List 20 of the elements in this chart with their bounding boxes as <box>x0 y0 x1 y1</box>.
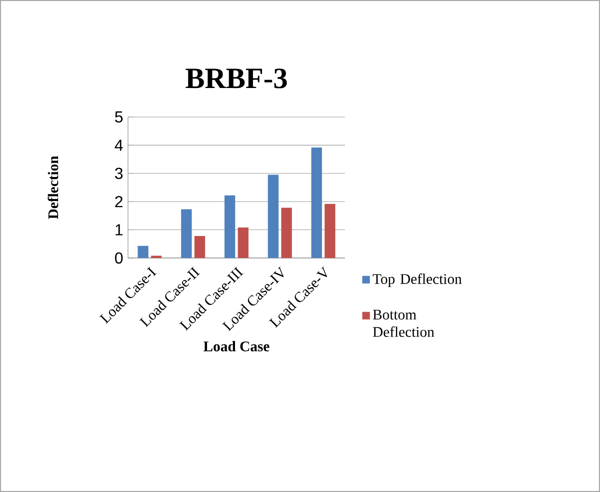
y-tick-label: 0 <box>115 252 123 264</box>
bar <box>238 228 248 258</box>
y-tick-label: 4 <box>114 140 123 151</box>
x-axis-title: Load Case <box>204 341 270 352</box>
y-tick-label: 3 <box>115 168 123 180</box>
bar <box>311 147 322 258</box>
y-axis-title: Deflection <box>48 156 58 220</box>
bar <box>324 204 336 258</box>
legend-label: Top Deflection <box>372 274 462 287</box>
y-tick-label: 5 <box>115 111 123 123</box>
bar <box>138 246 148 258</box>
legend-label: Bottom Deflection <box>372 310 434 337</box>
bar <box>181 209 192 258</box>
y-tick-label: 2 <box>115 196 122 208</box>
y-tick-label: 1 <box>116 224 123 236</box>
bar <box>194 236 206 258</box>
bar <box>224 195 236 258</box>
bar <box>268 174 279 258</box>
chart-title: BRBF-3 <box>186 68 287 88</box>
bar <box>281 208 292 258</box>
